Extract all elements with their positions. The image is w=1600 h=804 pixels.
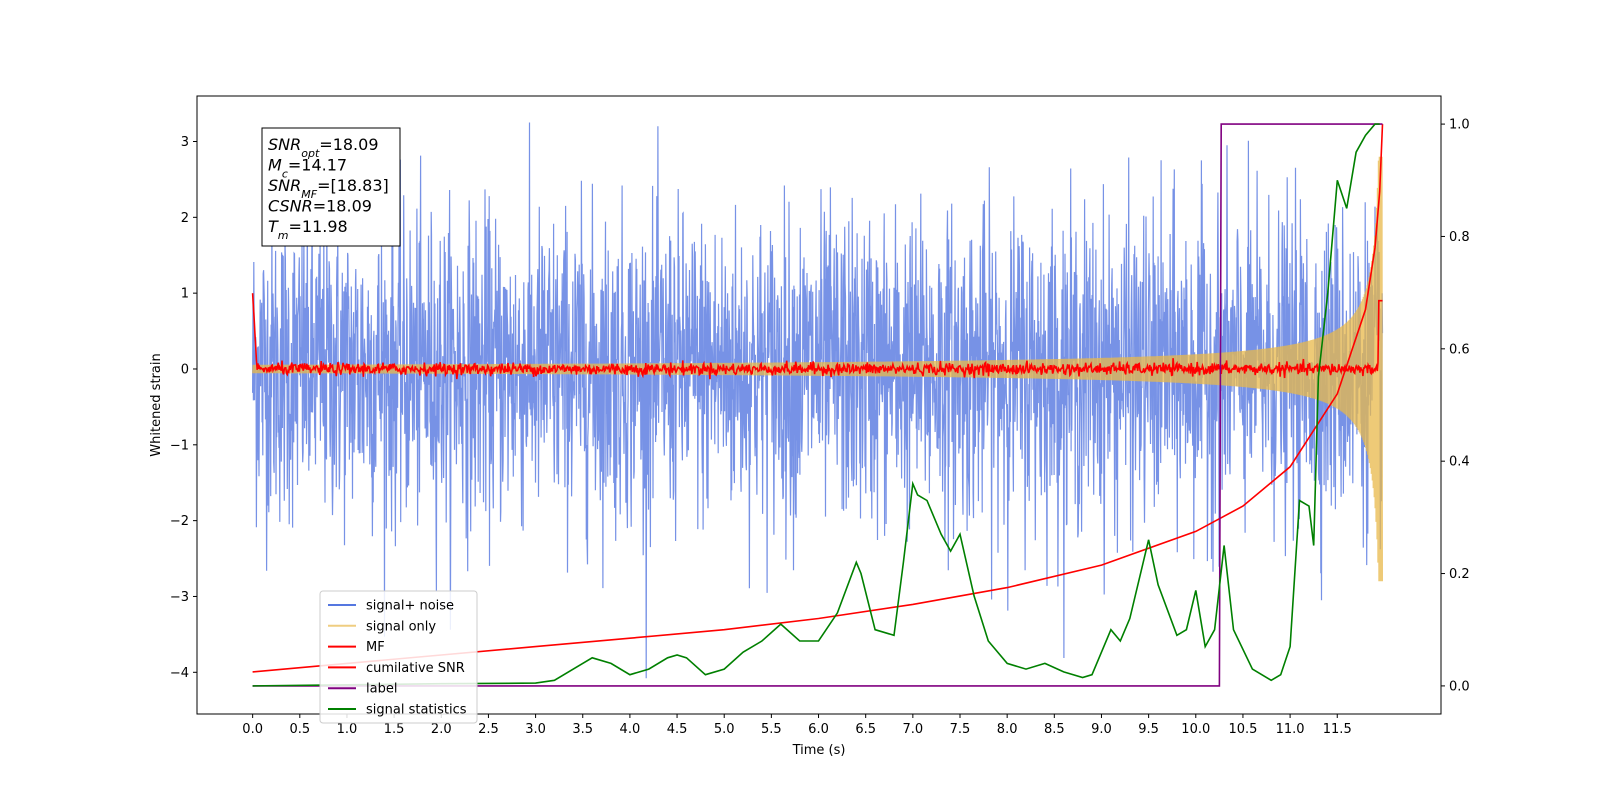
- legend-label: signal+ noise: [366, 599, 454, 614]
- annotation-frame: [261, 127, 401, 247]
- annotation-line: Mc=14.17: [268, 156, 347, 181]
- x-axis-label: Time (s): [792, 743, 846, 758]
- series-cumulative-snr: [252, 124, 1384, 673]
- y-tick-label: −2: [170, 514, 189, 529]
- plot-content: [251, 122, 1384, 687]
- x-tick-label: 7.0: [902, 722, 923, 737]
- x-tick-label: 2.5: [478, 722, 499, 737]
- x-tick-label: 6.0: [808, 722, 829, 737]
- x-tick-label: 5.5: [761, 722, 782, 737]
- x-tick-label: 10.5: [1228, 722, 1257, 737]
- legend-label: cumilative SNR: [366, 661, 465, 676]
- y-tick-label: −1: [170, 438, 189, 453]
- x-tick-label: 1.0: [337, 722, 358, 737]
- x-tick-label: 9.5: [1138, 722, 1159, 737]
- x-tick-label: 3.0: [525, 722, 546, 737]
- annotation-line: Tm=11.98: [268, 217, 348, 242]
- x-tick-label: 4.0: [620, 722, 641, 737]
- series-signal-statistics: [252, 123, 1380, 687]
- y-axis-label: Whitened strain: [149, 353, 164, 456]
- x-tick-label: 9.0: [1091, 722, 1112, 737]
- annotation-box: SNRopt=18.09Mc=14.17SNRMF=[18.83]CSNR=18…: [261, 127, 401, 247]
- y-tick-label: −4: [170, 666, 189, 681]
- x-tick-label: 6.5: [855, 722, 876, 737]
- annotation-line: SNRMF=[18.83]: [268, 176, 389, 201]
- y2-tick-label: 1.0: [1449, 118, 1470, 133]
- x-tick-label: 8.0: [997, 722, 1018, 737]
- x-tick-label: 0.5: [289, 722, 310, 737]
- y-tick-label: −3: [170, 590, 189, 605]
- x-tick-label: 4.5: [667, 722, 688, 737]
- series-signal-only: [252, 156, 1383, 582]
- annotation-line: CSNR=18.09: [268, 197, 372, 216]
- legend-label: signal only: [366, 619, 436, 634]
- x-tick-label: 11.0: [1276, 722, 1305, 737]
- y2-tick-label: 0.8: [1449, 230, 1470, 245]
- y2-tick-label: 0.0: [1449, 679, 1470, 694]
- legend-label: signal statistics: [366, 703, 467, 718]
- x-tick-label: 2.0: [431, 722, 452, 737]
- x-tick-label: 11.5: [1323, 722, 1352, 737]
- x-tick-label: 3.5: [572, 722, 593, 737]
- y2-tick-label: 0.6: [1449, 342, 1470, 357]
- x-tick-label: 10.0: [1181, 722, 1210, 737]
- y2-tick-label: 0.4: [1449, 455, 1470, 470]
- y-axis-ticks: 3 2 1 0 −1 −2 −3 −4: [170, 135, 197, 681]
- annotation-line: SNRopt=18.09: [268, 135, 379, 160]
- y-tick-label: 0: [181, 362, 189, 377]
- y2-axis-ticks: 1.0 0.8 0.6 0.4 0.2 0.0: [1441, 118, 1470, 694]
- series-mf: [251, 293, 1383, 380]
- y-tick-label: 3: [181, 135, 189, 150]
- series-label: [252, 123, 1383, 687]
- y2-tick-label: 0.2: [1449, 567, 1470, 582]
- y-tick-label: 1: [181, 287, 189, 302]
- legend-label: label: [366, 682, 397, 697]
- x-tick-label: 8.5: [1044, 722, 1065, 737]
- x-axis-ticks: 0.0 0.5 1.0 1.5 2.0 2.5 3.0 3.5 4.0 4.5 5.0 5.5 6.0 6…: [242, 714, 1352, 737]
- legend-label: MF: [366, 640, 385, 655]
- legend: signal+ noise signal only MF cumilative SNR…: [319, 590, 478, 724]
- x-tick-label: 0.0: [242, 722, 263, 737]
- x-tick-label: 5.0: [714, 722, 735, 737]
- x-tick-label: 7.5: [950, 722, 971, 737]
- x-tick-label: 1.5: [384, 722, 405, 737]
- legend-frame: [319, 590, 478, 724]
- y-tick-label: 2: [181, 211, 189, 226]
